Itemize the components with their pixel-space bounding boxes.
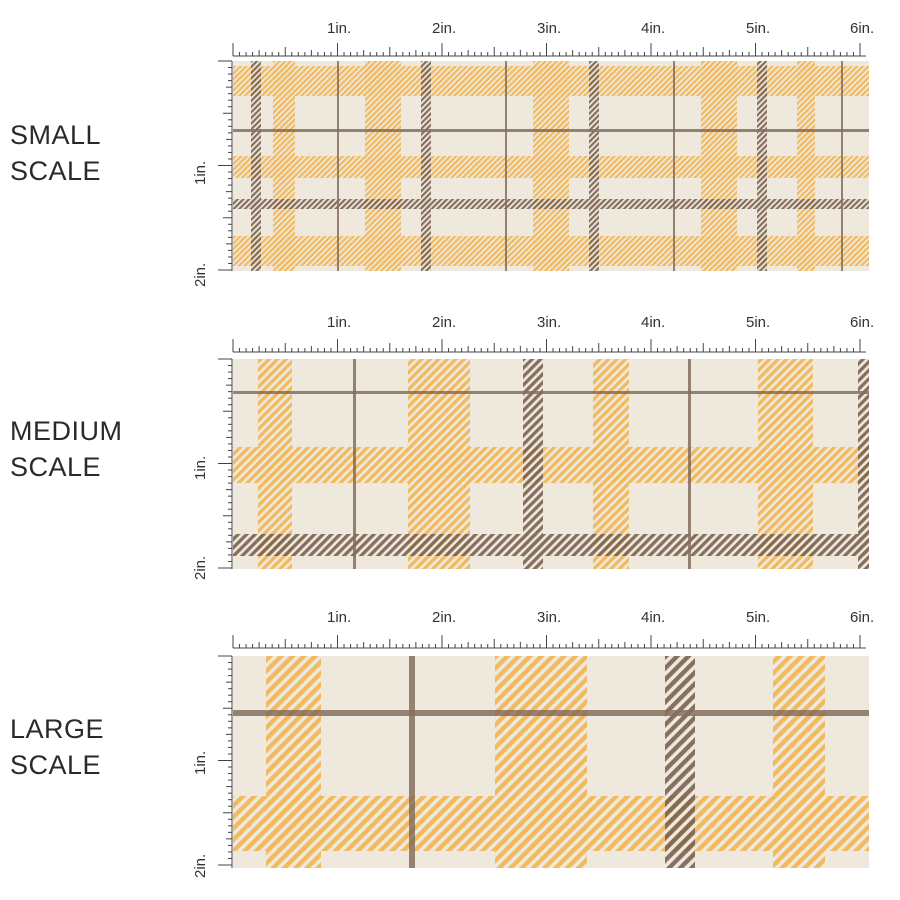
h-tick-5in: 5in. bbox=[746, 20, 771, 37]
h-tick-6in: 6in. bbox=[850, 314, 875, 331]
plaid-pattern bbox=[233, 61, 869, 271]
h-tick-4in: 4in. bbox=[641, 314, 666, 331]
h-tick-2in: 2in. bbox=[432, 20, 457, 37]
plaid-swatch-small bbox=[233, 61, 869, 271]
plaid-swatch-large bbox=[233, 656, 869, 868]
brown-stripes bbox=[233, 359, 869, 569]
scale-label-line1: MEDIUM bbox=[10, 416, 123, 446]
plaid-pattern bbox=[233, 359, 869, 569]
scale-label-line2: SCALE bbox=[10, 452, 102, 482]
scale-label-line2: SCALE bbox=[10, 156, 102, 186]
plaid-pattern bbox=[233, 656, 869, 868]
scale-label-medium: MEDIUM SCALE bbox=[10, 413, 123, 485]
h-tick-6in: 6in. bbox=[850, 609, 875, 626]
h-tick-1in: 1in. bbox=[327, 314, 352, 331]
ruler-lines bbox=[218, 43, 866, 271]
orange-stripes bbox=[233, 656, 869, 868]
plaid-swatch-medium bbox=[233, 359, 869, 569]
h-tick-2in: 2in. bbox=[432, 609, 457, 626]
h-tick-1in: 1in. bbox=[327, 20, 352, 37]
h-tick-5in: 5in. bbox=[746, 609, 771, 626]
h-tick-3in: 3in. bbox=[537, 20, 562, 37]
ruler-lines bbox=[218, 635, 866, 868]
brown-stripes bbox=[233, 61, 869, 271]
ruler-lines bbox=[218, 339, 866, 569]
h-tick-1in: 1in. bbox=[327, 609, 352, 626]
brown-stripes bbox=[233, 656, 869, 868]
h-tick-5in: 5in. bbox=[746, 314, 771, 331]
scale-label-line2: SCALE bbox=[10, 750, 102, 780]
h-tick-2in: 2in. bbox=[432, 314, 457, 331]
scale-label-large: LARGE SCALE bbox=[10, 711, 104, 783]
h-tick-4in: 4in. bbox=[641, 609, 666, 626]
h-tick-6in: 6in. bbox=[850, 20, 875, 37]
scale-label-line1: SMALL bbox=[10, 120, 102, 150]
h-tick-4in: 4in. bbox=[641, 20, 666, 37]
scale-label-line1: LARGE bbox=[10, 714, 105, 744]
h-tick-3in: 3in. bbox=[537, 314, 562, 331]
h-tick-3in: 3in. bbox=[537, 609, 562, 626]
scale-label-small: SMALL SCALE bbox=[10, 117, 101, 189]
